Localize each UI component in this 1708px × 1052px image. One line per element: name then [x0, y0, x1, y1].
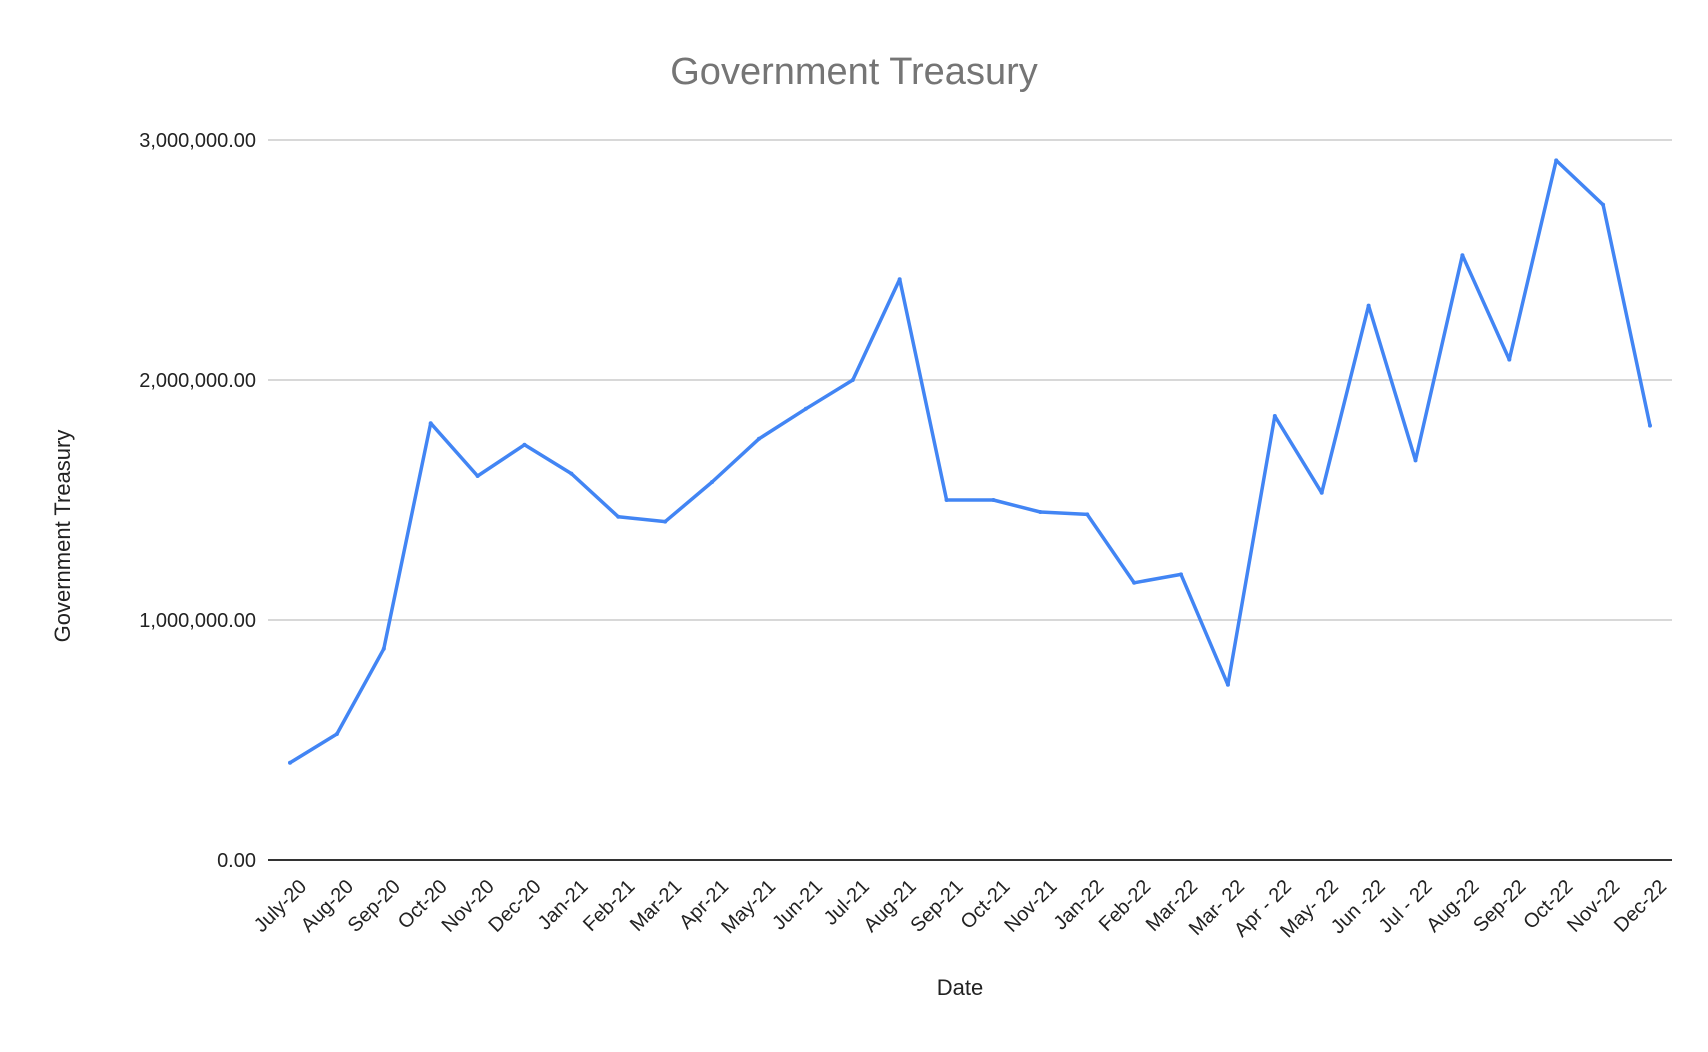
data-point — [1085, 512, 1090, 517]
series-layer — [288, 158, 1652, 765]
data-point — [897, 277, 902, 282]
data-point — [1272, 414, 1277, 418]
data-point — [522, 442, 527, 447]
x-axis-title: Date — [937, 975, 983, 1000]
data-point — [710, 480, 715, 484]
data-point — [1132, 580, 1137, 585]
gridlines — [268, 139, 1672, 621]
x-tick-label: Feb-22 — [1095, 876, 1155, 936]
data-point — [1601, 202, 1606, 207]
data-point — [1460, 253, 1465, 258]
data-point — [428, 421, 433, 426]
x-tick-label: Feb-21 — [579, 876, 639, 936]
data-point — [1179, 572, 1184, 577]
x-tick-label: Dec-22 — [1610, 876, 1671, 937]
data-point — [663, 519, 668, 524]
x-tick-label: Mar-21 — [626, 876, 686, 936]
data-point — [381, 646, 386, 651]
data-point — [1413, 458, 1418, 463]
x-tick-label: Sep-22 — [1469, 876, 1530, 937]
data-point — [1648, 423, 1652, 428]
data-point — [991, 498, 996, 502]
y-tick-label: 1,000,000.00 — [139, 610, 256, 632]
data-point — [1507, 357, 1512, 362]
data-point — [850, 378, 855, 382]
data-point — [944, 498, 949, 502]
chart-title: Government Treasury — [670, 51, 1037, 93]
data-point — [616, 514, 621, 519]
data-point — [756, 436, 761, 441]
data-point — [1366, 303, 1371, 308]
x-tick-label: Sep-20 — [344, 876, 405, 937]
x-tick-label: Nov-21 — [1000, 876, 1061, 937]
data-point — [1319, 490, 1324, 495]
x-tick-label: Jun-21 — [768, 876, 827, 935]
y-tick-label: 0.00 — [217, 850, 256, 872]
data-point — [1554, 158, 1559, 163]
series-line — [288, 158, 1652, 765]
y-axis-tick-labels: 0.00 1,000,000.00 2,000,000.00 3,000,000.00 — [139, 130, 256, 872]
x-axis-tick-labels: July-20Aug-20Sep-20Oct-20Nov-20Dec-20Jan… — [250, 876, 1671, 943]
data-point — [569, 471, 574, 476]
data-point — [803, 406, 808, 411]
data-point — [288, 760, 292, 765]
y-axis-title: Government Treasury — [50, 430, 75, 643]
data-point — [1038, 510, 1043, 514]
x-tick-label: Sep-21 — [907, 876, 968, 937]
data-point — [334, 732, 339, 736]
data-point — [1225, 682, 1230, 687]
data-point — [475, 474, 480, 478]
x-tick-label: Jul - 22 — [1375, 876, 1437, 938]
y-tick-label: 3,000,000.00 — [139, 130, 256, 152]
x-tick-label: Dec-20 — [484, 876, 545, 937]
y-tick-label: 2,000,000.00 — [139, 370, 256, 392]
